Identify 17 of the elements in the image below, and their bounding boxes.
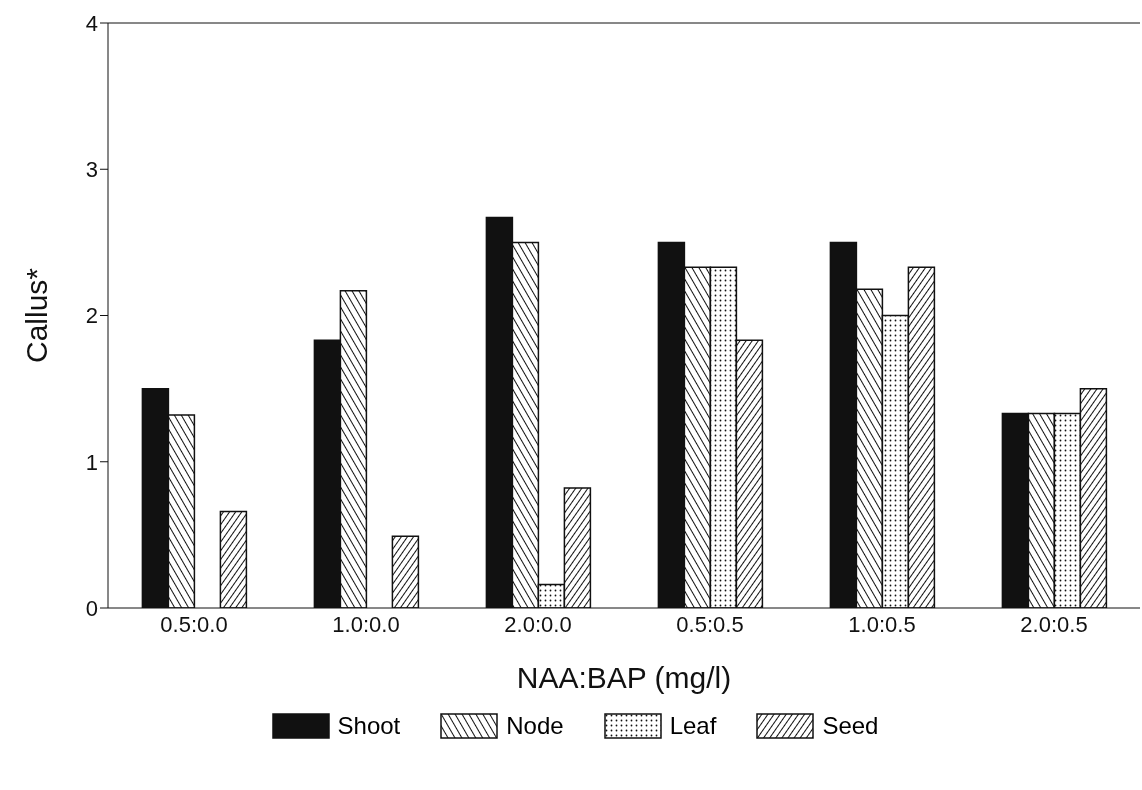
legend-label: Seed xyxy=(822,712,879,740)
x-axis-title: NAA:BAP (mg/l) xyxy=(516,661,732,694)
y-tick-label: 3 xyxy=(85,157,98,183)
x-tick-label: 0.5:0.5 xyxy=(676,611,744,637)
y-tick-label: 0 xyxy=(85,595,98,621)
x-tick-label: 0.5:0.0 xyxy=(160,611,228,637)
legend-label: Shoot xyxy=(337,712,401,740)
x-tick-label: 2.0:0.5 xyxy=(1020,611,1088,637)
y-axis-title: Callus* xyxy=(19,267,53,364)
x-tick-label: 2.0:0.0 xyxy=(504,611,572,637)
y-tick-label: 2 xyxy=(85,303,98,329)
x-tick-label: 1.0:0.0 xyxy=(332,611,400,637)
legend-label: Leaf xyxy=(669,712,717,740)
y-tick-label: 1 xyxy=(85,449,98,475)
y-tick-label: 4 xyxy=(85,10,98,36)
x-tick-label: 1.0:0.5 xyxy=(848,611,916,637)
legend-label: Node xyxy=(506,712,564,740)
